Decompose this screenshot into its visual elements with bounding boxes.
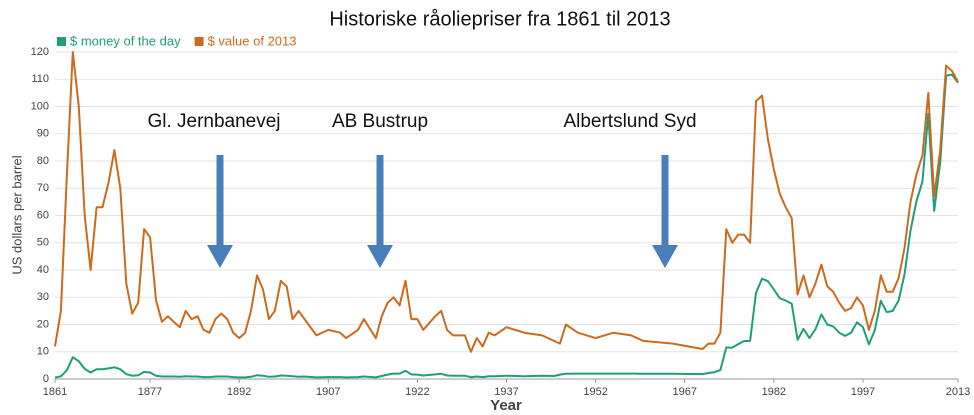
y-tick-label: 10	[37, 346, 49, 358]
x-tick-label: 1937	[494, 386, 518, 398]
x-tick-label: 1877	[138, 386, 162, 398]
y-tick-label: 0	[43, 373, 49, 385]
x-tick-label: 1861	[43, 386, 67, 398]
y-tick-label: 50	[37, 237, 49, 249]
arrow	[652, 155, 678, 268]
x-axis-label: Year	[490, 397, 522, 414]
annotation: Gl. Jernbanevej	[147, 111, 280, 132]
y-tick-label: 120	[31, 46, 49, 58]
legend-label: $ value of 2013	[208, 33, 297, 48]
legend-swatch	[194, 37, 204, 46]
y-tick-label: 100	[31, 100, 49, 112]
legend-label: $ money of the day	[70, 33, 181, 48]
y-tick-label: 90	[37, 128, 49, 140]
annotation: Albertslund Syd	[563, 111, 696, 132]
arrow	[367, 155, 393, 268]
x-tick-label: 1982	[762, 386, 786, 398]
x-tick-label: 1907	[316, 386, 340, 398]
x-tick-label: 2013	[946, 386, 970, 398]
y-tick-label: 20	[37, 318, 49, 330]
y-tick-label: 30	[37, 291, 49, 303]
y-tick-label: 60	[37, 209, 49, 221]
x-tick-label: 1952	[583, 386, 607, 398]
x-tick-label: 1997	[851, 386, 875, 398]
x-tick-label: 1922	[405, 386, 429, 398]
x-tick-label: 1892	[227, 386, 251, 398]
series-line	[54, 51, 959, 353]
arrow	[207, 155, 233, 268]
series-line	[54, 73, 959, 379]
y-tick-label: 70	[37, 182, 49, 194]
legend-swatch	[57, 37, 66, 46]
y-axis-label: US dollars per barrel	[9, 155, 24, 274]
chart-title: Historiske råoliepriser fra 1861 til 201…	[329, 8, 670, 30]
y-tick-label: 80	[37, 155, 49, 167]
y-tick-label: 40	[37, 264, 49, 276]
x-tick-label: 1967	[672, 386, 696, 398]
y-tick-label: 110	[31, 73, 49, 85]
annotation: AB Bustrup	[332, 111, 428, 132]
